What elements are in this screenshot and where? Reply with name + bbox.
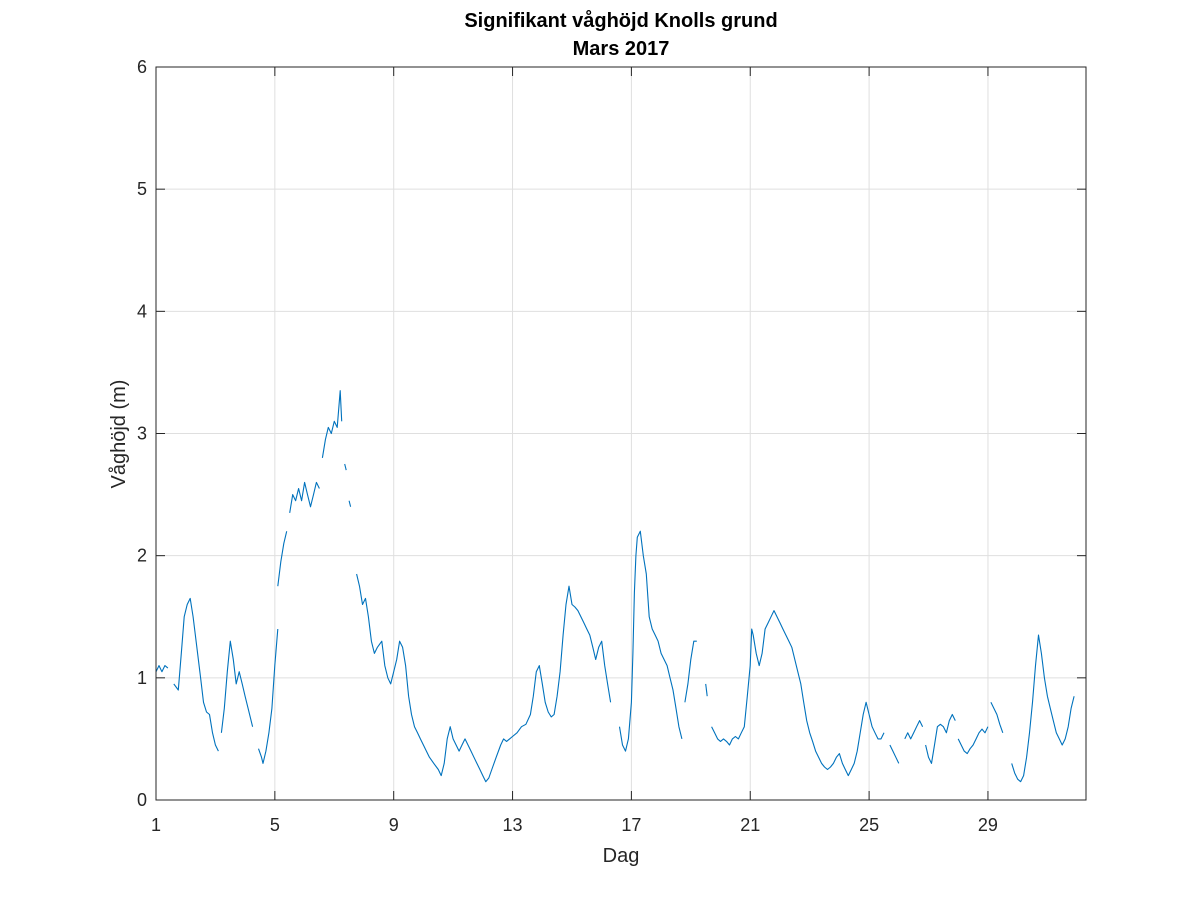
y-tick-label: 2 bbox=[137, 546, 147, 566]
x-tick-label: 29 bbox=[978, 815, 998, 835]
series-segment bbox=[925, 713, 956, 764]
x-tick-label: 17 bbox=[621, 815, 641, 835]
x-axis-label: Dag bbox=[603, 845, 640, 867]
series-segment bbox=[173, 597, 219, 752]
x-tick-label: 21 bbox=[740, 815, 760, 835]
series-segment bbox=[711, 610, 885, 777]
series-segment bbox=[889, 744, 900, 764]
y-tick-label: 1 bbox=[137, 668, 147, 688]
series-wave-height bbox=[155, 390, 1075, 783]
x-tick-label: 9 bbox=[389, 815, 399, 835]
series-segment bbox=[348, 500, 352, 507]
chart-title: Signifikant våghöjd Knolls grund bbox=[464, 9, 777, 32]
series-segment bbox=[957, 726, 989, 755]
x-tick-label: 13 bbox=[503, 815, 523, 835]
series-segment bbox=[705, 683, 708, 697]
series-segment bbox=[1011, 634, 1075, 783]
series-group bbox=[155, 390, 1075, 783]
x-tick-label: 5 bbox=[270, 815, 280, 835]
series-segment bbox=[289, 481, 320, 513]
y-tick-label: 0 bbox=[137, 790, 147, 810]
series-segment bbox=[356, 573, 612, 783]
y-tick-label: 4 bbox=[137, 301, 147, 321]
series-segment bbox=[257, 628, 279, 764]
series-segment bbox=[990, 702, 1004, 733]
series-segment bbox=[155, 665, 169, 673]
series-segment bbox=[321, 390, 343, 458]
chart-subtitle: Mars 2017 bbox=[573, 38, 670, 60]
y-tick-label: 5 bbox=[137, 179, 147, 199]
y-tick-label: 6 bbox=[137, 57, 147, 77]
y-tick-label: 3 bbox=[137, 424, 147, 444]
series-segment bbox=[684, 640, 697, 703]
series-segment bbox=[904, 720, 924, 740]
x-tick-label: 1 bbox=[151, 815, 161, 835]
series-segment bbox=[344, 463, 347, 471]
series-segment bbox=[277, 531, 288, 587]
x-tick-label: 25 bbox=[859, 815, 879, 835]
series-segment bbox=[618, 530, 683, 752]
grid bbox=[155, 66, 1086, 801]
y-axis-label: Våghöjd (m) bbox=[108, 380, 130, 489]
series-segment bbox=[220, 640, 254, 733]
